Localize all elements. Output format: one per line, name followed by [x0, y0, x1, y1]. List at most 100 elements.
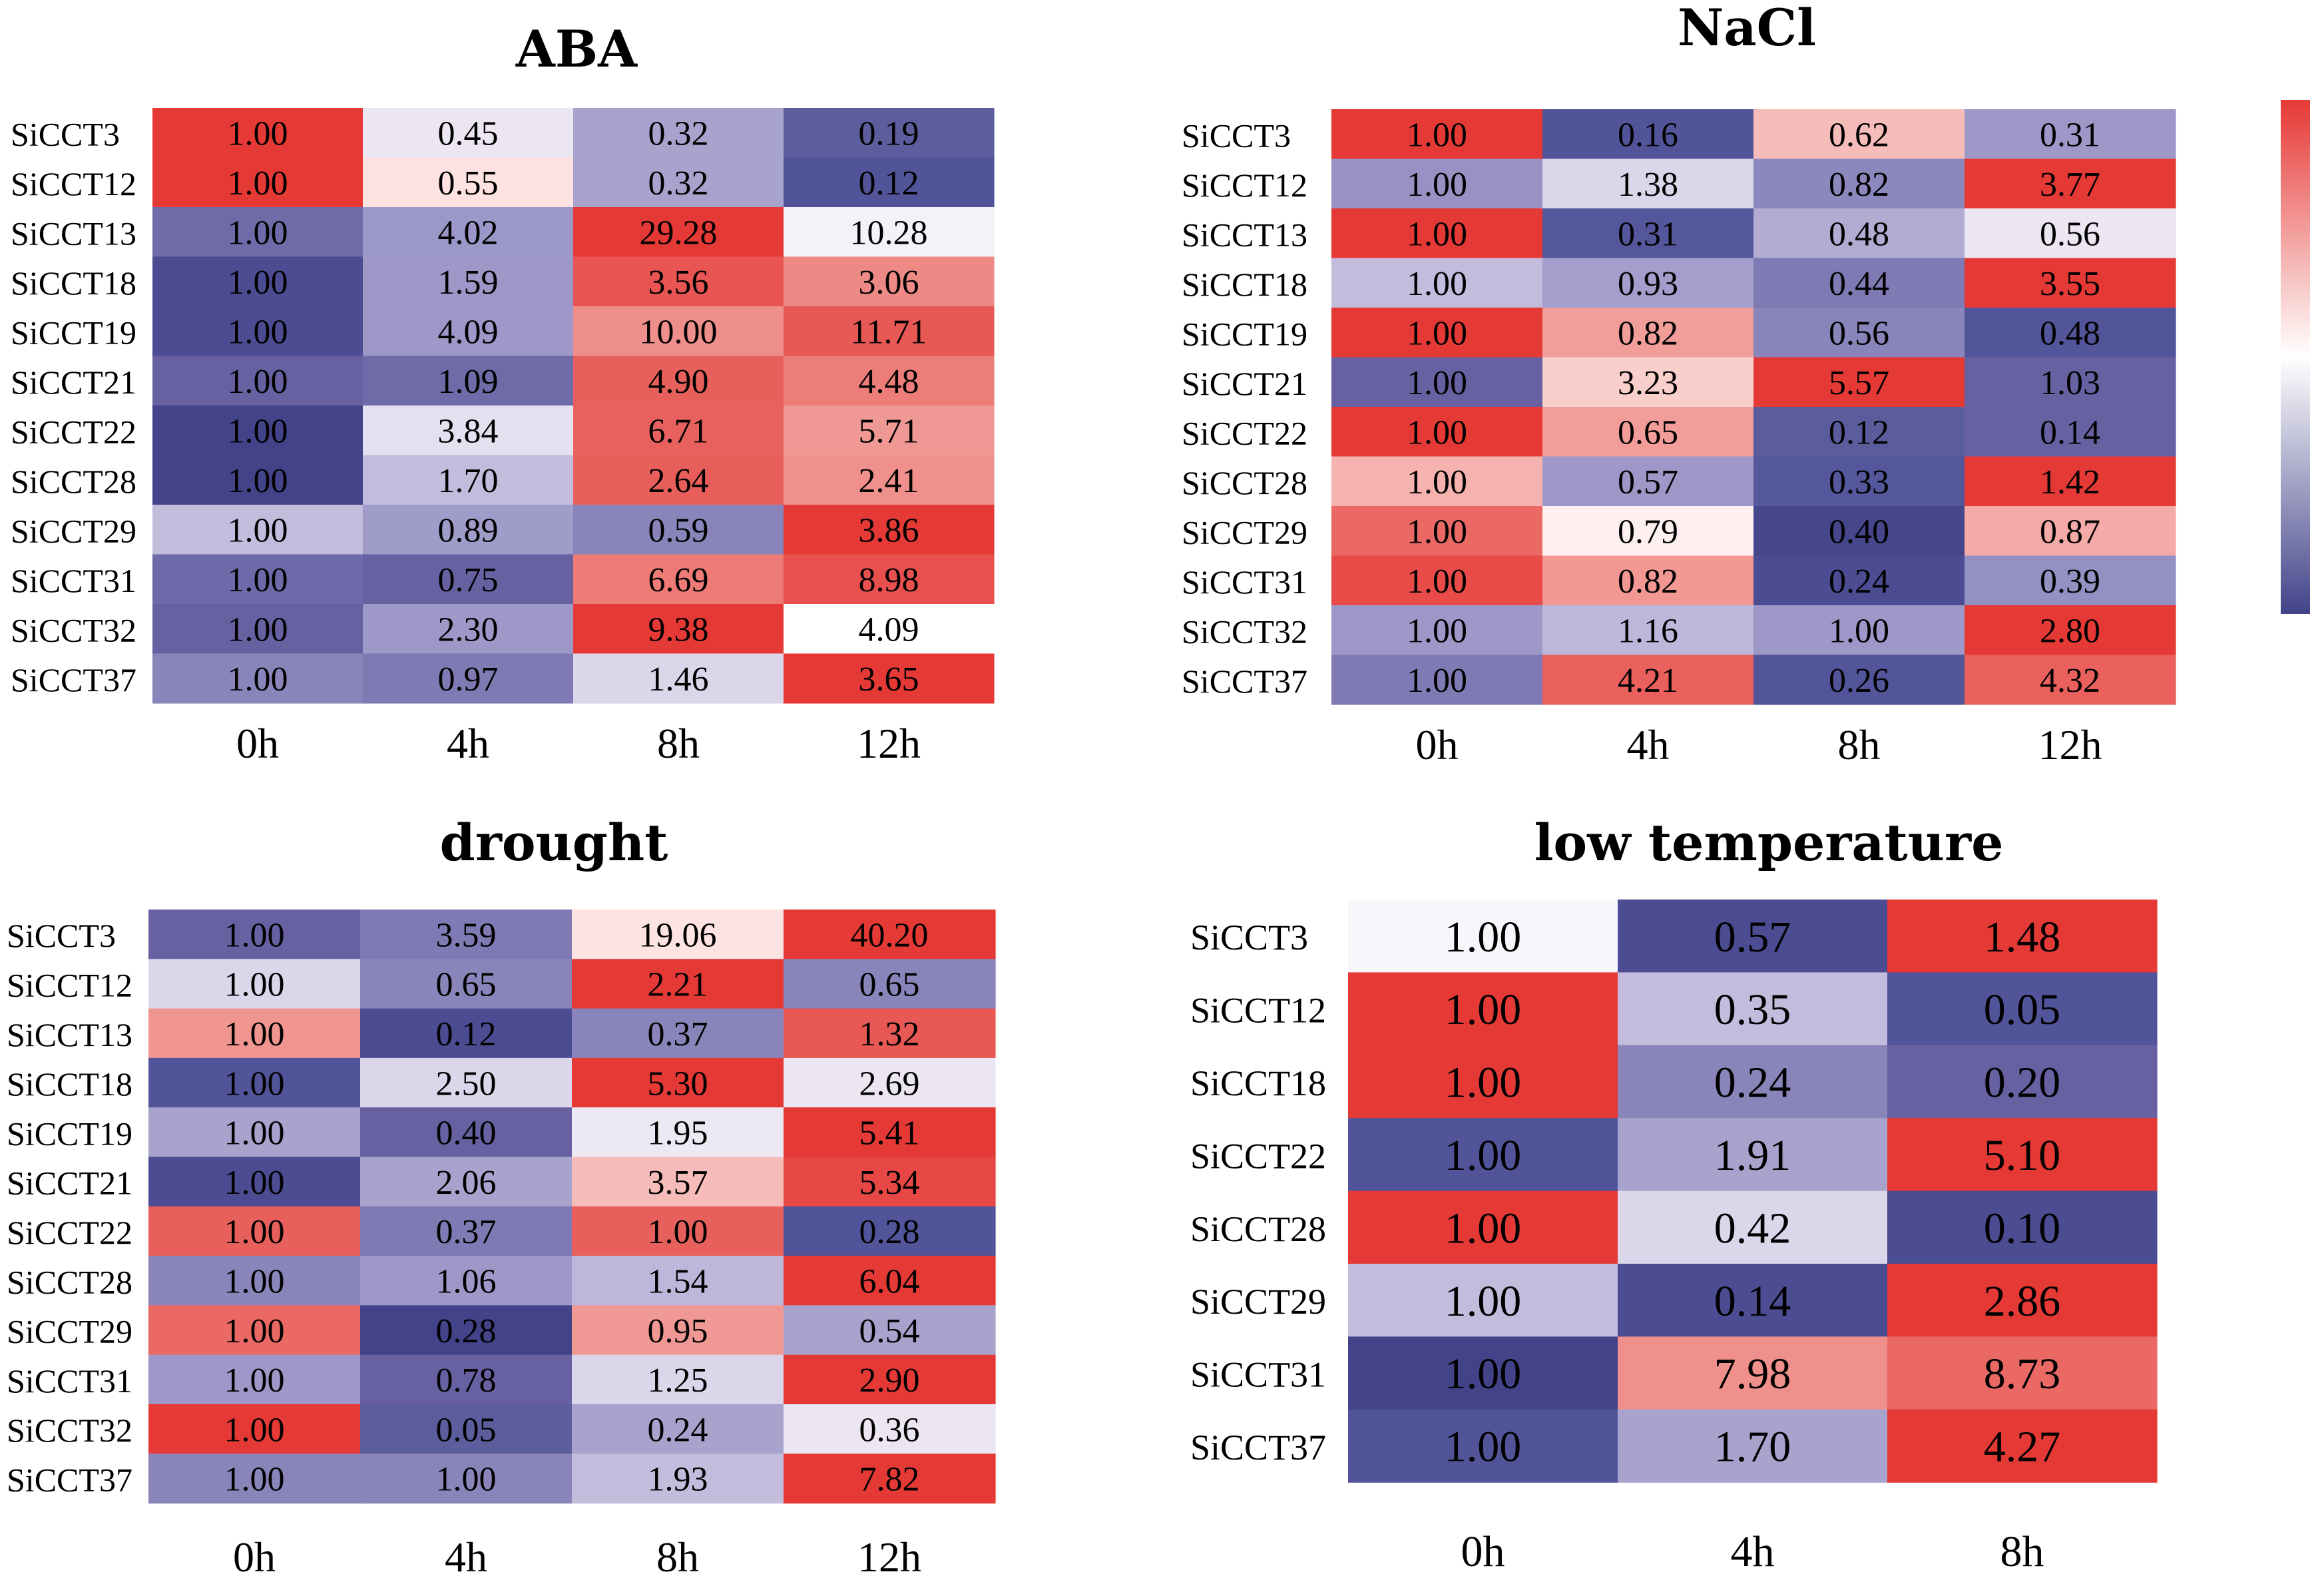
- heatmap-cell: [152, 207, 363, 258]
- cell-value-label: 0.54: [859, 1312, 920, 1350]
- cell-value-label: 0.35: [1714, 985, 1791, 1034]
- heatmap-cell: [784, 604, 995, 655]
- heatmap-cell: [148, 1404, 361, 1454]
- cell-value-label: 0.26: [1829, 662, 1889, 700]
- cell-value-label: 1.00: [1407, 265, 1467, 303]
- panel-title: low temperature: [1534, 813, 2004, 872]
- cell-value-label: 1.00: [1445, 1131, 1522, 1180]
- cell-value-label: 1.00: [1407, 215, 1467, 253]
- heatmap-cell: [363, 405, 574, 456]
- row-label: SiCCT18: [7, 1065, 132, 1103]
- heatmap-cell: [363, 108, 574, 158]
- cell-value-label: 29.28: [640, 214, 718, 252]
- heatmap-cell: [1753, 308, 1965, 358]
- cell-value-label: 0.24: [1829, 563, 1889, 601]
- cell-value-label: 40.20: [851, 916, 929, 954]
- cell-value-label: 1.00: [1407, 116, 1467, 154]
- heatmap-cell: [784, 256, 995, 307]
- cell-value-label: 1.00: [224, 1015, 285, 1053]
- cell-value-label: 0.24: [648, 1411, 708, 1449]
- heatmap-cell: [360, 1453, 573, 1504]
- cell-value-label: 1.00: [224, 1164, 285, 1202]
- heatmap-cell: [1331, 605, 1543, 656]
- heatmap-cell: [148, 959, 361, 1009]
- heatmap-cell: [148, 1206, 361, 1256]
- heatmap-cell: [572, 1404, 784, 1454]
- row-label: SiCCT3: [1182, 117, 1291, 154]
- heatmap-cell: [1753, 605, 1965, 656]
- cell-value-label: 1.16: [1618, 612, 1678, 650]
- heatmap-cell: [148, 1354, 361, 1405]
- row-label: SiCCT3: [7, 917, 116, 954]
- heatmap-cell: [573, 405, 784, 456]
- cell-value-label: 1.00: [228, 264, 288, 302]
- cell-value-label: 0.79: [1618, 513, 1678, 551]
- heatmap-cell: [1965, 506, 2176, 557]
- cell-value-label: 0.12: [436, 1015, 497, 1053]
- heatmap-cell: [1887, 1336, 2158, 1410]
- heatmap-cell: [1965, 308, 2176, 358]
- heatmap-cell: [1542, 109, 1754, 160]
- heatmap-cell: [1965, 456, 2176, 507]
- heatmap-cell: [148, 1453, 361, 1504]
- cell-value-label: 0.12: [1829, 413, 1889, 451]
- cell-value-label: 1.06: [436, 1262, 497, 1300]
- heatmap-cell: [152, 455, 363, 505]
- row-label: SiCCT29: [1182, 513, 1307, 551]
- column-label: 8h: [657, 720, 700, 767]
- cell-value-label: 2.69: [859, 1065, 920, 1103]
- cell-value-label: 1.00: [436, 1461, 497, 1499]
- cell-value-label: 1.91: [1714, 1131, 1791, 1180]
- heatmap-cell: [573, 604, 784, 655]
- cell-value-label: 1.00: [228, 363, 288, 401]
- row-label: SiCCT32: [7, 1412, 132, 1449]
- column-label: 0h: [1461, 1527, 1505, 1576]
- cell-value-label: 0.55: [438, 164, 499, 202]
- cell-value-label: 0.89: [438, 511, 499, 549]
- heatmap-cell: [784, 455, 995, 505]
- cell-value-label: 0.45: [438, 115, 499, 152]
- cell-value-label: 0.48: [1829, 215, 1889, 253]
- cell-value-label: 6.71: [648, 412, 709, 450]
- heatmap-cell: [363, 653, 574, 704]
- heatmap-cell: [1331, 158, 1543, 209]
- heatmap-cell: [572, 1256, 784, 1306]
- heatmap-cell: [1348, 900, 1618, 973]
- column-label: 0h: [1416, 721, 1459, 768]
- cell-value-label: 3.84: [438, 412, 499, 450]
- heatmap-cell: [152, 157, 363, 208]
- row-label: SiCCT22: [1182, 414, 1307, 451]
- heatmap-cell: [1887, 1045, 2158, 1119]
- cell-value-label: 1.00: [1445, 985, 1522, 1034]
- cell-value-label: 11.71: [850, 313, 927, 351]
- row-label: SiCCT22: [1190, 1136, 1326, 1176]
- column-label: 4h: [1731, 1527, 1775, 1576]
- cell-value-label: 0.42: [1714, 1204, 1791, 1252]
- cell-value-label: 8.73: [1984, 1350, 2061, 1398]
- cell-value-label: 0.12: [859, 164, 919, 202]
- cell-value-label: 9.38: [648, 611, 709, 649]
- cell-value-label: 0.44: [1829, 265, 1889, 303]
- heatmap-cell: [784, 356, 995, 406]
- heatmap-cell: [1542, 208, 1754, 259]
- heatmap-cell: [573, 356, 784, 406]
- cell-value-label: 2.80: [2040, 612, 2100, 650]
- column-label: 0h: [236, 720, 279, 767]
- heatmap-cell: [1542, 456, 1754, 507]
- cell-value-label: 7.82: [859, 1461, 920, 1499]
- heatmap-cell: [784, 1157, 996, 1207]
- heatmap-cell: [784, 306, 995, 357]
- cell-value-label: 5.57: [1829, 364, 1889, 402]
- cell-value-label: 4.09: [859, 611, 919, 649]
- heatmap-cell: [1753, 109, 1965, 160]
- column-label: 4h: [445, 1533, 487, 1581]
- heatmap-cell: [363, 207, 574, 258]
- heatmap-cell: [784, 1206, 996, 1256]
- heatmap-cell: [784, 405, 995, 456]
- heatmap-cell: [784, 157, 995, 208]
- heatmap-cell: [1965, 258, 2176, 308]
- heatmap-cell: [360, 1057, 573, 1108]
- cell-value-label: 1.95: [648, 1115, 708, 1153]
- row-label: SiCCT37: [7, 1461, 132, 1498]
- cell-value-label: 0.14: [2040, 413, 2100, 451]
